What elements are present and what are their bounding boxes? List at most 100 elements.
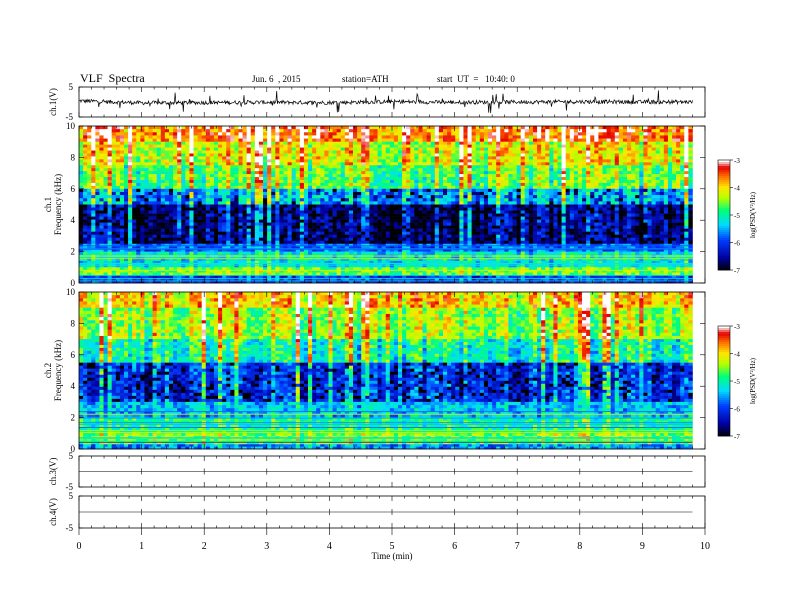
ch1-spectrogram-cell (655, 138, 661, 142)
ch1-spectrogram-cell (303, 231, 309, 235)
ch1-spectrogram-cell (365, 225, 370, 229)
ch1-spectrogram-cell (185, 129, 190, 133)
ch1-spectrogram-cell (577, 135, 583, 139)
ch1-spectrogram-cell (185, 219, 190, 223)
ch1-spectrogram-cell (189, 171, 194, 175)
ch1-spectrogram-cell (132, 177, 137, 181)
ch1-spectrogram-cell (320, 201, 325, 205)
ch1-spectrogram-cell (173, 165, 178, 169)
ch1-spectrogram-cell (283, 156, 288, 160)
ch1-spectrogram-cell (132, 138, 137, 142)
ch1-spectrogram-cell (496, 188, 501, 193)
ch1-spectrogram-cell (234, 156, 239, 160)
ch1-spectrogram-cell (279, 141, 284, 145)
ch1-spectrogram-cell (218, 159, 223, 163)
ch1-spectrogram-cell (164, 207, 170, 211)
ch1-spectrogram-cell (275, 219, 280, 223)
ch1-spectrogram-cell (275, 159, 280, 163)
ch1-spectrogram-cell (528, 138, 534, 142)
ch1-spectrogram-cell (263, 222, 268, 226)
ch1-spectrogram-cell (148, 198, 153, 202)
ch1-spectrogram-cell (103, 219, 108, 223)
ch1-spectrogram-cell (242, 228, 247, 232)
ch1-spectrogram-cell (283, 182, 288, 187)
ch1-spectrogram-cell (95, 204, 100, 208)
ch1-spectrogram-cell (438, 153, 444, 157)
ch1-spectrogram-cell (303, 219, 309, 223)
ch1-spectrogram-cell (283, 219, 288, 223)
ch1-spectrogram-cell (164, 147, 170, 151)
ch1-spectrogram-cell (680, 174, 685, 178)
ch1-spectrogram-cell (336, 222, 342, 226)
ch1-spectrogram-cell (238, 165, 243, 169)
ch1-spectrogram-cell (87, 213, 92, 217)
ch1-spectrogram-cell (250, 185, 256, 190)
ch1-spectrogram-cell (353, 129, 358, 133)
ch1-spectrogram-cell (303, 138, 309, 142)
ch1-spectrogram-cell (377, 195, 382, 199)
ch1-spectrogram-cell (156, 174, 162, 178)
ch1-spectrogram-cell (160, 168, 166, 172)
ch1-spectrogram-cell (680, 171, 685, 175)
ch1-spectrogram-cell (246, 228, 252, 232)
ch1-spectrogram-cell (672, 174, 677, 178)
ch1-spectrogram-cell (451, 179, 456, 184)
ch1-spectrogram-cell (500, 191, 505, 196)
ch1-spectrogram-cell (156, 126, 162, 130)
ch1-spectrogram-cell (647, 198, 652, 202)
ch1-spectrogram-cell (132, 188, 137, 193)
ch1-spectrogram-cell (393, 179, 399, 184)
ch1-spectrogram-cell (438, 126, 444, 130)
ch1-spectrogram-cell (381, 177, 387, 181)
ch1-spectrogram-cell (111, 210, 117, 214)
ch1-spectrogram-cell (258, 191, 264, 196)
ch1-spectrogram-cell (234, 126, 239, 130)
ch1-spectrogram-cell (254, 174, 260, 178)
ch1-spectrogram-cell (659, 126, 665, 130)
ch1-spectrogram-cell (185, 168, 190, 172)
ch1-spectrogram-cell (164, 135, 170, 139)
ch1-spectrogram-cell (344, 156, 350, 160)
ch1-spectrogram-cell (659, 129, 665, 133)
ch1-spectrogram-cell (123, 159, 129, 163)
ch1-spectrogram-cell (242, 177, 247, 181)
ch1-spectrogram-cell (340, 219, 346, 223)
ch1-spectrogram-cell (528, 132, 534, 136)
ch1-spectrogram-cell (614, 132, 620, 136)
ch1-spectrogram-cell (115, 129, 121, 133)
ch1-spectrogram-cell (246, 138, 252, 142)
ch1-spectrogram-cell (353, 201, 358, 205)
ch1-spectrogram-cell (132, 222, 137, 226)
ch1-spectrogram-cell (95, 165, 100, 169)
ch1-spectrogram-cell (320, 228, 325, 232)
ch1-spectrogram-cell (549, 141, 554, 145)
ch1-spectrogram-cell (79, 132, 84, 136)
ch1-spectrogram-cell (451, 129, 456, 133)
ch1-spectrogram-cell (181, 207, 186, 211)
ch1-spectrogram-cell (111, 168, 117, 172)
ch1-spectrogram-cell (291, 216, 297, 220)
ch1-spectrogram-cell (295, 198, 301, 202)
ch1-spectrogram-cell (250, 179, 256, 184)
ch1-spectrogram-cell (263, 147, 268, 151)
ch1-spectrogram-cell (283, 177, 288, 181)
ch1-spectrogram-cell (475, 198, 481, 202)
ch1-spectrogram-cell (516, 179, 522, 184)
ch1-spectrogram-cell (443, 153, 448, 157)
ch1-spectrogram-cell (201, 171, 207, 175)
ch1-spectrogram-cell (528, 195, 534, 199)
ch1-spectrogram-cell (148, 129, 153, 133)
ch1-spectrogram-cell (308, 237, 313, 242)
ch1-spectrogram-cell (659, 141, 665, 145)
ch1-spectrogram-cell (181, 240, 186, 245)
ch1-spectrogram-cell (618, 159, 624, 163)
ch1-spectrogram-cell (463, 150, 468, 154)
ch1-spectrogram-cell (320, 165, 325, 169)
ch1-spectrogram-cell (365, 185, 370, 190)
ch1-spectrogram-cell (164, 171, 170, 175)
ch1-spectrogram-cell (95, 195, 100, 199)
ch1-spectrogram-cell (160, 129, 166, 133)
ch1-spectrogram-cell (443, 198, 448, 202)
ch1-spectrogram-cell (602, 198, 607, 202)
ch1-spectrogram-cell (598, 195, 603, 199)
